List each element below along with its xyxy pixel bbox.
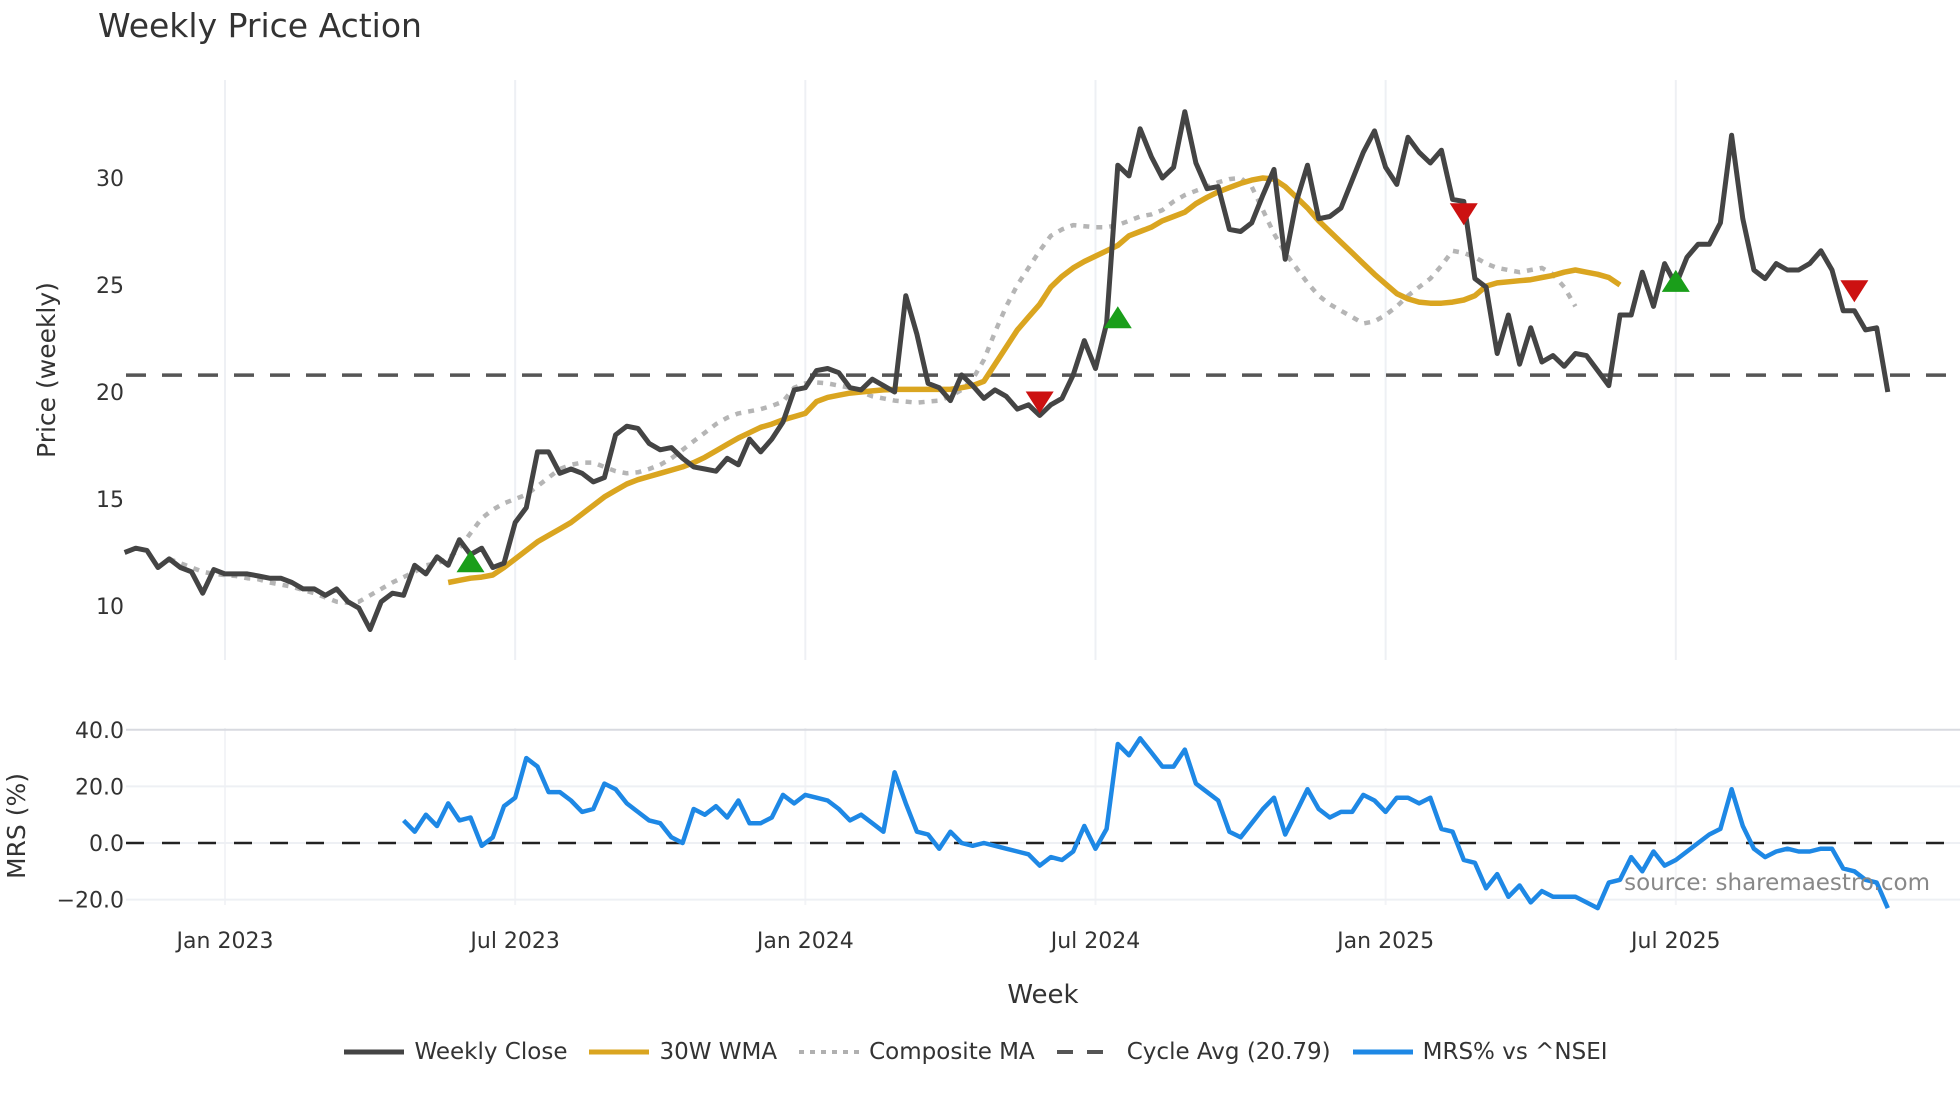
x-tick-label: Jan 2024 [755,929,854,954]
x-axis-title: Week [1007,980,1078,1010]
source-annotation: source: sharemaestro.com [1624,870,1930,896]
x-tick-label: Jul 2025 [1629,929,1721,954]
legend-label: Cycle Avg (20.79) [1126,1039,1331,1065]
y-tick-label: 30 [96,167,124,192]
y-tick-label: 25 [96,274,124,299]
mrs-line [401,736,1890,911]
x-tick-label: Jul 2024 [1049,929,1141,954]
sell-signal-marker[interactable] [1025,391,1054,414]
legend-item-30w-wma[interactable]: 30W WMA [589,1039,777,1065]
y-tick-label: 15 [96,488,124,513]
legend-label: Weekly Close [414,1039,568,1065]
legend-label: 30W WMA [659,1039,778,1065]
y-tick-label: 0.0 [89,832,124,857]
y-axis-title: MRS (%) [2,773,31,879]
sell-signal-marker[interactable] [1840,280,1869,303]
legend-swatch-composite-ma [799,1050,860,1054]
composite-ma-line [168,175,1578,606]
buy-signal-marker[interactable] [1661,269,1690,292]
legend-swatch-weekly-close [344,1049,405,1055]
buy-signal-marker[interactable] [1103,306,1132,329]
legend-label: MRS% vs ^NSEI [1422,1039,1608,1065]
legend-swatch-30w-wma [589,1049,650,1055]
sell-signal-marker[interactable] [1449,203,1478,226]
legend: Weekly Close 30W WMA Composite MA Cycle … [0,1032,1960,1072]
x-tick-label: Jul 2023 [468,929,560,954]
y-tick-label: 20 [96,381,124,406]
y-tick-label: −20.0 [57,889,124,914]
legend-item-weekly-close[interactable]: Weekly Close [344,1039,567,1065]
y-axis-title: Price (weekly) [32,282,61,458]
legend-swatch-cycle-avg [1056,1050,1117,1054]
legend-swatch-mrs [1352,1049,1413,1055]
chart-title: Weekly Price Action [98,6,422,45]
wma-30w-line [447,175,1622,586]
x-tick-label: Jan 2025 [1335,929,1434,954]
legend-item-mrs[interactable]: MRS% vs ^NSEI [1352,1039,1608,1065]
buy-signal-marker[interactable] [456,550,485,573]
weekly-close-line [123,109,1891,632]
legend-item-cycle-avg[interactable]: Cycle Avg (20.79) [1056,1039,1331,1065]
y-tick-label: 20.0 [75,775,124,800]
y-tick-label: 10 [96,595,124,620]
x-tick-label: Jan 2023 [175,929,274,954]
y-tick-label: 40.0 [75,719,124,744]
legend-item-composite-ma[interactable]: Composite MA [799,1039,1035,1065]
legend-label: Composite MA [869,1039,1035,1065]
